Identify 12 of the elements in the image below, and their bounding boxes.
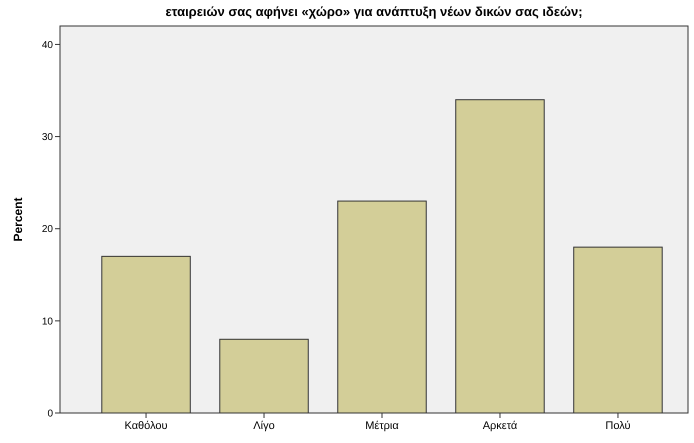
x-tick-label: Μέτρια <box>365 420 400 432</box>
y-tick-label: 30 <box>42 132 54 144</box>
y-tick-label: 40 <box>42 40 54 51</box>
chart-title: εταιρειών σας αφήνει «χώρο» για ανάπτυξη νέων δικών σας ιδεών; <box>165 4 583 19</box>
x-tick-label: Πολύ <box>605 420 631 432</box>
y-tick-label: 0 <box>47 408 54 420</box>
y-tick-label: 10 <box>42 316 54 328</box>
x-tick-label: Λίγο <box>253 420 275 432</box>
y-tick-label: 20 <box>42 224 54 236</box>
y-axis-title: Percent <box>11 197 25 242</box>
x-tick-label: Καθόλου <box>124 420 168 432</box>
x-tick-label: Αρκετά <box>482 420 518 432</box>
